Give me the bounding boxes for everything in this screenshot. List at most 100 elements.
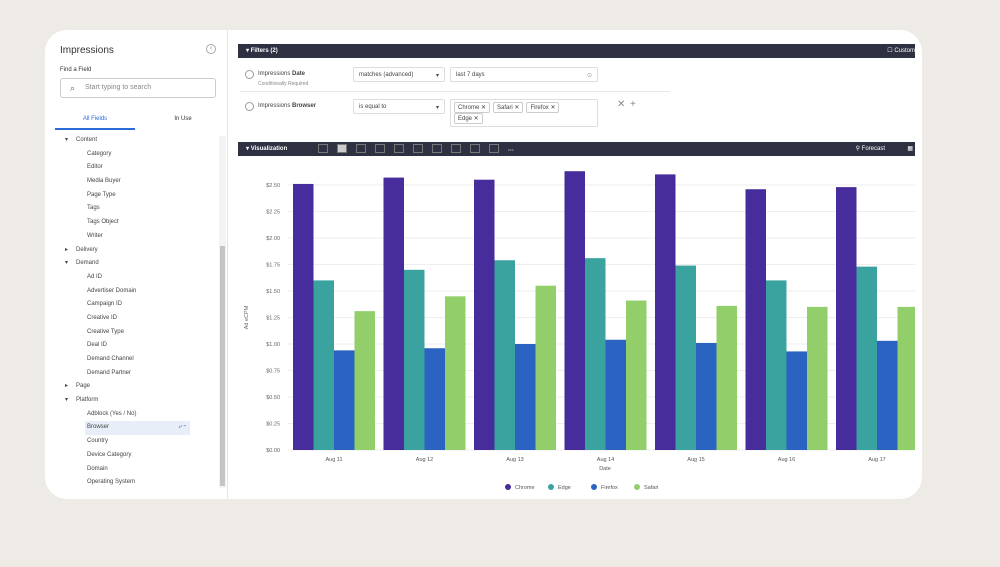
bar-edge (585, 258, 606, 450)
bar-firefox (515, 344, 536, 450)
field-group[interactable]: Platform (45, 394, 220, 408)
add-filter-icon[interactable]: + (630, 99, 636, 110)
bar-edge (494, 260, 515, 450)
field-item[interactable]: Tags Object (87, 219, 119, 226)
y-tick-label: $2.50 (266, 183, 280, 189)
visualization-header[interactable]: ▾ Visualization ··· ⚲ Forecast ▦ (238, 142, 915, 156)
field-tree: Content Category Editor Media Buyer Page Typ… (45, 134, 220, 490)
pivot-filter-icons[interactable]: ⤶ ▿ (178, 424, 186, 431)
legend-marker (505, 484, 511, 490)
field-item[interactable]: Deal ID (87, 342, 108, 349)
field-item[interactable]: Campaign ID (87, 301, 123, 308)
search-icon: ⌕ (70, 83, 76, 93)
y-tick-label: $1.50 (266, 289, 280, 295)
y-tick-label: $2.00 (266, 236, 280, 242)
date-operator-select[interactable]: matches (advanced) ▾ (353, 67, 445, 82)
x-tick-label: Aug 12 (416, 457, 433, 463)
y-tick-label: $0.50 (266, 395, 280, 401)
bar-chrome (564, 171, 585, 450)
legend-label: Chrome (515, 485, 535, 491)
field-item[interactable]: Demand Partner (87, 369, 132, 376)
field-group[interactable]: Delivery (45, 244, 220, 258)
y-tick-label: $1.25 (266, 316, 280, 322)
field-item[interactable]: Tags (87, 205, 100, 212)
date-value-input[interactable]: last 7 days ⊙ (450, 67, 598, 82)
y-tick-label: $1.00 (266, 342, 280, 348)
field-item[interactable]: Page Type (87, 191, 116, 198)
x-tick-label: Aug 14 (597, 457, 614, 463)
sidebar-scrollbar[interactable] (219, 136, 226, 488)
y-tick-label: $1.75 (266, 263, 280, 269)
bar-edge (313, 280, 334, 450)
field-group[interactable]: Page (45, 380, 220, 394)
tab-all-fields[interactable]: All Fields (55, 116, 135, 130)
field-item[interactable]: Category (87, 150, 112, 157)
forecast-button[interactable]: ⚲ Forecast (855, 146, 885, 152)
settings-icon[interactable]: ▦ (907, 146, 913, 152)
viz-type-icons[interactable]: ··· (318, 142, 527, 156)
y-tick-label: $0.00 (266, 448, 280, 454)
field-item[interactable]: Creative Type (87, 328, 124, 335)
field-item[interactable]: Browser ⤶ ▿ (85, 421, 190, 436)
x-tick-label: Aug 15 (687, 457, 704, 463)
bar-chrome (474, 179, 495, 450)
field-item[interactable]: Country (87, 438, 109, 445)
field-item[interactable]: Device Category (87, 451, 132, 458)
field-group[interactable]: Content (45, 134, 220, 148)
legend-label: Safari (644, 485, 658, 491)
clock-icon (245, 102, 254, 111)
browser-chip[interactable]: Safari ✕ (493, 102, 524, 113)
x-tick-label: Aug 16 (778, 457, 795, 463)
custom-filter-toggle[interactable]: ☐ Custom (887, 48, 915, 54)
legend-label: Edge (558, 485, 571, 491)
field-item[interactable]: Media Buyer (87, 178, 121, 185)
field-item[interactable]: Editor (87, 164, 103, 171)
field-item[interactable]: Writer (87, 232, 103, 239)
bar-edge (856, 266, 877, 450)
tab-in-use[interactable]: In Use (174, 116, 192, 122)
bar-chrome (745, 189, 766, 451)
field-search-input[interactable]: ⌕ Start typing to search (60, 78, 216, 98)
bar-firefox (696, 342, 717, 450)
bar-safari (716, 305, 737, 450)
browser-chip[interactable]: Firefox ✕ (526, 102, 560, 113)
legend-marker (591, 484, 597, 490)
x-tick-label: Aug 17 (868, 457, 885, 463)
y-axis-label: Ad eCPM (244, 305, 250, 329)
browser-chip[interactable]: Chrome ✕ (454, 102, 491, 113)
field-item[interactable]: Demand Channel (87, 356, 134, 362)
y-tick-label: $0.75 (266, 369, 280, 375)
y-tick-label: $2.25 (266, 210, 280, 216)
bar-edge (766, 280, 787, 450)
clock-icon (245, 70, 254, 79)
hide-sidebar-icon[interactable]: ‹ (206, 44, 216, 54)
field-item[interactable]: Ad ID (87, 273, 103, 280)
remove-filter-icon[interactable]: ✕ (617, 99, 626, 110)
explore-window: Impressions ‹ Find a Field ⌕ Start typing… (45, 30, 922, 499)
bar-chrome (293, 183, 314, 450)
bar-safari (897, 306, 915, 450)
bar-chart: $0.00 $0.25 $0.50 $0.75 $1.00 $1.25 $1.50 $1.75… (244, 171, 915, 491)
y-tick-label: $0.25 (266, 422, 280, 428)
field-item[interactable]: Operating System (87, 479, 136, 486)
bar-firefox (334, 350, 355, 450)
bar-firefox (605, 339, 626, 450)
x-axis-label: Date (599, 466, 611, 472)
filters-header[interactable]: ▾ Filters (2) ☐ Custom (238, 44, 915, 58)
bar-chrome (383, 177, 404, 450)
field-item[interactable]: Domain (87, 465, 108, 472)
bar-safari (535, 285, 556, 450)
bar-chrome (836, 187, 857, 450)
bar-safari (445, 296, 466, 450)
browser-chip[interactable]: Edge ✕ (454, 113, 483, 124)
field-picker: Impressions ‹ Find a Field ⌕ Start typing… (45, 30, 228, 499)
field-group[interactable]: Demand (45, 257, 220, 271)
field-item[interactable]: Advertiser Domain (87, 287, 137, 294)
browser-operator-select[interactable]: is equal to ▾ (353, 99, 445, 114)
x-tick-label: Aug 11 (325, 457, 342, 463)
explore-title: Impressions (60, 45, 114, 56)
field-item[interactable]: Adblock (Yes / No) (87, 410, 137, 417)
browser-chips-input[interactable]: Chrome ✕ Safari ✕ Firefox ✕ Edge ✕ (450, 99, 598, 127)
bar-firefox (424, 348, 445, 450)
field-item[interactable]: Creative ID (87, 314, 118, 321)
